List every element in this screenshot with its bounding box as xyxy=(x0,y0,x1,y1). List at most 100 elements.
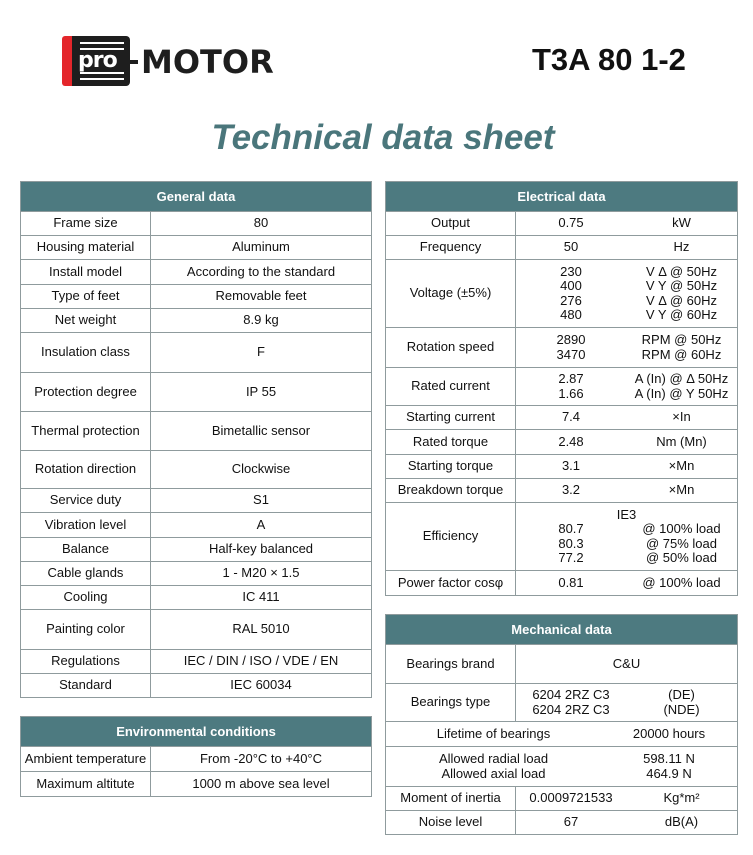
unit-line: Nm (Mn) xyxy=(656,433,707,449)
value-line: 6204 2RZ C3 xyxy=(532,701,610,717)
row-label: Maximum altitute xyxy=(21,772,151,796)
row-value: 598.11 N 464.9 N xyxy=(601,747,737,786)
row-values: 7.4 xyxy=(516,410,626,425)
row-label: Cable glands xyxy=(21,562,151,585)
table-row: Standard IEC 60034 xyxy=(21,673,371,697)
row-value-group: 230 400 276 480 V Δ @ 50Hz V Y @ 50Hz V Δ @ 60… xyxy=(516,260,737,327)
unit-line: RPM @ 50Hz xyxy=(641,332,722,347)
row-label: Ambient temperature xyxy=(21,747,151,771)
row-values: 3.2 xyxy=(516,483,626,498)
table-row: Allowed radial load Allowed axial load 598… xyxy=(386,746,737,786)
row-units: Hz xyxy=(626,240,737,255)
table-row: Bearings brand C&U xyxy=(386,644,737,683)
value-line: 2.48 xyxy=(558,433,584,449)
table-row: Ambient temperature From -20°C to +40°C xyxy=(21,746,371,771)
value-unit-pair: 2890 3470 RPM @ 50Hz RPM @ 60Hz xyxy=(516,332,737,362)
row-label: Painting color xyxy=(21,610,151,649)
unit-line: V Δ @ 60Hz xyxy=(645,292,718,308)
value-line: 77.2 xyxy=(558,550,584,565)
table-row: Cooling IC 411 xyxy=(21,585,371,609)
unit-line: A (In) @ Y 50Hz xyxy=(634,385,729,401)
row-units: dB(A) xyxy=(626,815,737,830)
value-line: 6204 2RZ C3 xyxy=(532,687,610,702)
row-label: Rated torque xyxy=(386,430,516,454)
row-label: Net weight xyxy=(21,309,151,332)
unit-line: dB(A) xyxy=(664,814,699,830)
table-row: Power factor cosφ 0.81 @ 100% load xyxy=(386,570,737,595)
row-value-group: 67 dB(A) xyxy=(516,811,737,834)
table-row: Type of feet Removable feet xyxy=(21,284,371,308)
row-values: 2.48 xyxy=(516,433,626,450)
row-units: ×Mn xyxy=(626,483,737,498)
table-row: Starting torque 3.1 ×Mn xyxy=(386,454,737,478)
value-line: 80.7 xyxy=(558,521,584,536)
table-row: Regulations IEC / DIN / ISO / VDE / EN xyxy=(21,649,371,673)
row-value: Clockwise xyxy=(231,461,291,477)
value-unit-pair: 2.48 Nm (Mn) xyxy=(516,433,737,450)
row-value-group: 0.0009721533 Kg*m² xyxy=(516,787,737,810)
logo-motor-text: MOTOR xyxy=(141,43,274,81)
value-line: 276 xyxy=(560,292,582,308)
row-values: 230 400 276 480 xyxy=(516,263,626,323)
value-line: 230 xyxy=(560,263,582,279)
row-values: 6204 2RZ C3 6204 2RZ C3 xyxy=(516,687,626,717)
row-values: 3.1 xyxy=(516,459,626,474)
row-value: 8.9 kg xyxy=(243,312,279,328)
row-value: Removable feet xyxy=(215,288,307,304)
logo-pro-text: pro xyxy=(78,48,118,73)
value-unit-pair: 6204 2RZ C3 6204 2RZ C3 (DE) (NDE) xyxy=(516,687,737,717)
logo-red-bar xyxy=(62,36,74,86)
pro-motor-logo: pro MOTOR xyxy=(62,36,297,86)
row-label: Install model xyxy=(21,260,151,284)
table-row: Frame size 80 xyxy=(21,211,371,235)
value-line: 80.3 xyxy=(558,535,584,551)
row-label: Power factor cosφ xyxy=(386,571,516,595)
value-unit-pair: 50 Hz xyxy=(516,240,737,255)
value-line: 0.81 xyxy=(558,574,584,590)
value-unit-pair: 67 dB(A) xyxy=(516,815,737,830)
value-line: 480 xyxy=(560,307,582,322)
unit-line: V Y @ 60Hz xyxy=(645,307,718,322)
row-label: Balance xyxy=(21,538,151,561)
row-units: (DE) (NDE) xyxy=(626,687,737,717)
row-value: RAL 5010 xyxy=(232,621,290,637)
row-values: 2890 3470 xyxy=(516,332,626,362)
value-unit-pair: 0.75 kW xyxy=(516,216,737,231)
table-row: Rotation direction Clockwise xyxy=(21,450,371,488)
value-unit-pair: 0.0009721533 Kg*m² xyxy=(516,791,737,806)
row-units: RPM @ 50Hz RPM @ 60Hz xyxy=(626,332,737,362)
value-line: 400 xyxy=(560,278,582,293)
row-values: 0.81 xyxy=(516,574,626,591)
row-label: Noise level xyxy=(386,811,516,834)
table-row: Balance Half-key balanced xyxy=(21,537,371,561)
row-value-group: IE3 80.7 80.3 77.2 @ 100% load @ 75% load @ 50… xyxy=(516,503,737,570)
value-line: 3470 xyxy=(556,346,586,362)
value-line: 2.87 xyxy=(558,371,584,386)
row-label: Vibration level xyxy=(21,513,151,537)
value-unit-pair: 7.4 ×In xyxy=(516,410,737,425)
table-header: Mechanical data xyxy=(386,615,737,644)
row-label: Allowed radial load Allowed axial load xyxy=(386,747,601,786)
row-label: Starting current xyxy=(386,406,516,429)
mechanical-data-table: Mechanical data Bearings brand C&U Bearings… xyxy=(385,614,738,835)
row-value-group: 50 Hz xyxy=(516,236,737,259)
row-values: 50 xyxy=(516,240,626,255)
row-label-line: Allowed axial load xyxy=(441,765,546,781)
row-value: IC 411 xyxy=(242,589,280,605)
table-row: Frequency 50 Hz xyxy=(386,235,737,259)
unit-line: kW xyxy=(672,215,691,231)
row-value-group: 3.2 ×Mn xyxy=(516,479,737,502)
environmental-conditions-table: Environmental conditions Ambient temperat… xyxy=(20,716,372,797)
row-label: Protection degree xyxy=(21,373,151,411)
row-value: 1 - M20 × 1.5 xyxy=(222,565,300,581)
table-row: Output 0.75 kW xyxy=(386,211,737,235)
row-values: 0.0009721533 xyxy=(516,791,626,806)
row-value: 1000 m above sea level xyxy=(192,775,330,791)
row-label: Thermal protection xyxy=(21,412,151,450)
row-units: ×In xyxy=(626,410,737,425)
table-row: Starting current 7.4 ×In xyxy=(386,405,737,429)
row-value-line: 464.9 N xyxy=(646,765,692,781)
row-value-group: 2.87 1.66 A (In) @ Δ 50Hz A (In) @ Y 50Hz xyxy=(516,368,737,405)
row-label: Standard xyxy=(21,674,151,697)
table-row: Housing material Aluminum xyxy=(21,235,371,259)
